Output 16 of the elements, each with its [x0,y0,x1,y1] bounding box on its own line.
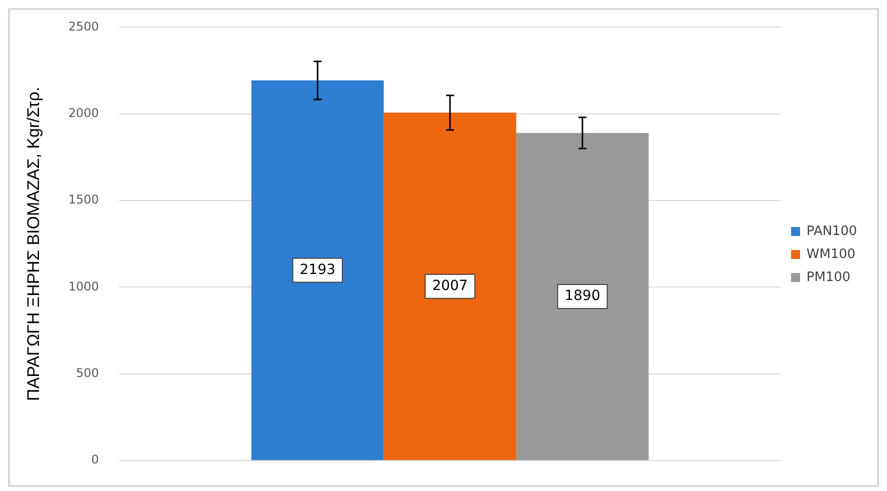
data-label: 2007 [432,278,468,294]
legend-label: PAN100 [806,224,858,239]
y-tick-label: 500 [76,366,99,380]
y-tick-label: 1500 [68,192,99,207]
y-tick-label: 2000 [68,106,99,120]
legend-label: PM100 [806,270,850,285]
y-tick-label: 1000 [68,279,99,294]
y-axis-title: ΠΑΡΑΓΩΓΗ ΞΗΡΗΣ ΒΙΟΜΑΖΑΣ, Kgr/Στρ. [24,86,43,401]
y-tick-label: 0 [91,452,99,467]
legend-label: WM100 [806,246,856,262]
y-tick-label: 2500 [68,19,99,34]
data-label: 1890 [564,288,600,304]
bar [251,80,384,460]
bar [384,112,516,460]
data-label: 2193 [300,262,336,278]
bar [516,132,649,460]
